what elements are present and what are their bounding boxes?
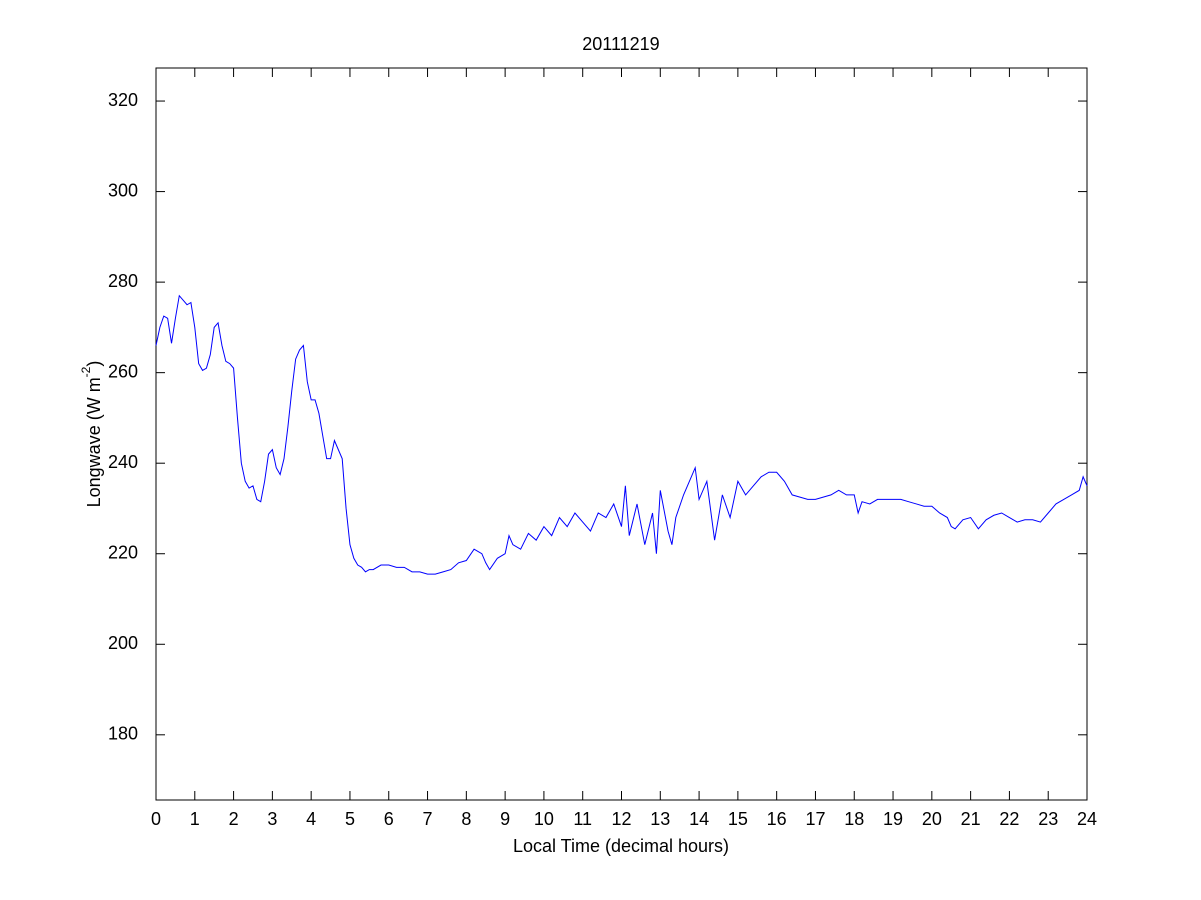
x-tick-label: 24 [1077,809,1097,829]
x-tick-label: 18 [844,809,864,829]
y-tick-label: 240 [108,452,138,472]
y-tick-label: 260 [108,361,138,381]
y-tick-label: 220 [108,542,138,562]
x-tick-label: 6 [384,809,394,829]
x-tick-label: 17 [805,809,825,829]
y-tick-label: 200 [108,633,138,653]
x-tick-label: 1 [190,809,200,829]
x-tick-label: 8 [461,809,471,829]
x-tick-label: 14 [689,809,709,829]
x-tick-label: 21 [961,809,981,829]
x-tick-label: 13 [650,809,670,829]
x-tick-label: 22 [999,809,1019,829]
x-tick-label: 16 [767,809,787,829]
x-tick-label: 3 [267,809,277,829]
x-tick-label: 7 [423,809,433,829]
y-axis-label: Longwave (W m-2) [79,361,104,508]
x-tick-label: 23 [1038,809,1058,829]
x-tick-label: 11 [573,809,592,829]
y-tick-label: 280 [108,271,138,291]
data-line [155,294,1088,575]
y-axis-label-text: Longwave (W m [84,377,104,507]
x-axis-label: Local Time (decimal hours) [513,836,729,856]
y-tick-label: 320 [108,90,138,110]
chart-title: 20111219 [582,34,659,54]
y-tick-label: 180 [108,724,138,744]
x-tick-label: 2 [229,809,239,829]
x-tick-label: 19 [883,809,903,829]
plot-frame [155,67,1088,801]
x-tick-label: 0 [151,809,161,829]
x-tick-label: 4 [306,809,316,829]
y-tick-label: 300 [108,180,138,200]
x-tick-label: 12 [611,809,631,829]
x-tick-label: 15 [728,809,748,829]
x-tick-label: 20 [922,809,942,829]
y-axis-label-end: ) [84,361,104,367]
y-axis-label-sup: -2 [79,366,93,377]
x-tick-label: 9 [500,809,510,829]
x-tick-label: 10 [534,809,554,829]
x-tick-label: 5 [345,809,355,829]
